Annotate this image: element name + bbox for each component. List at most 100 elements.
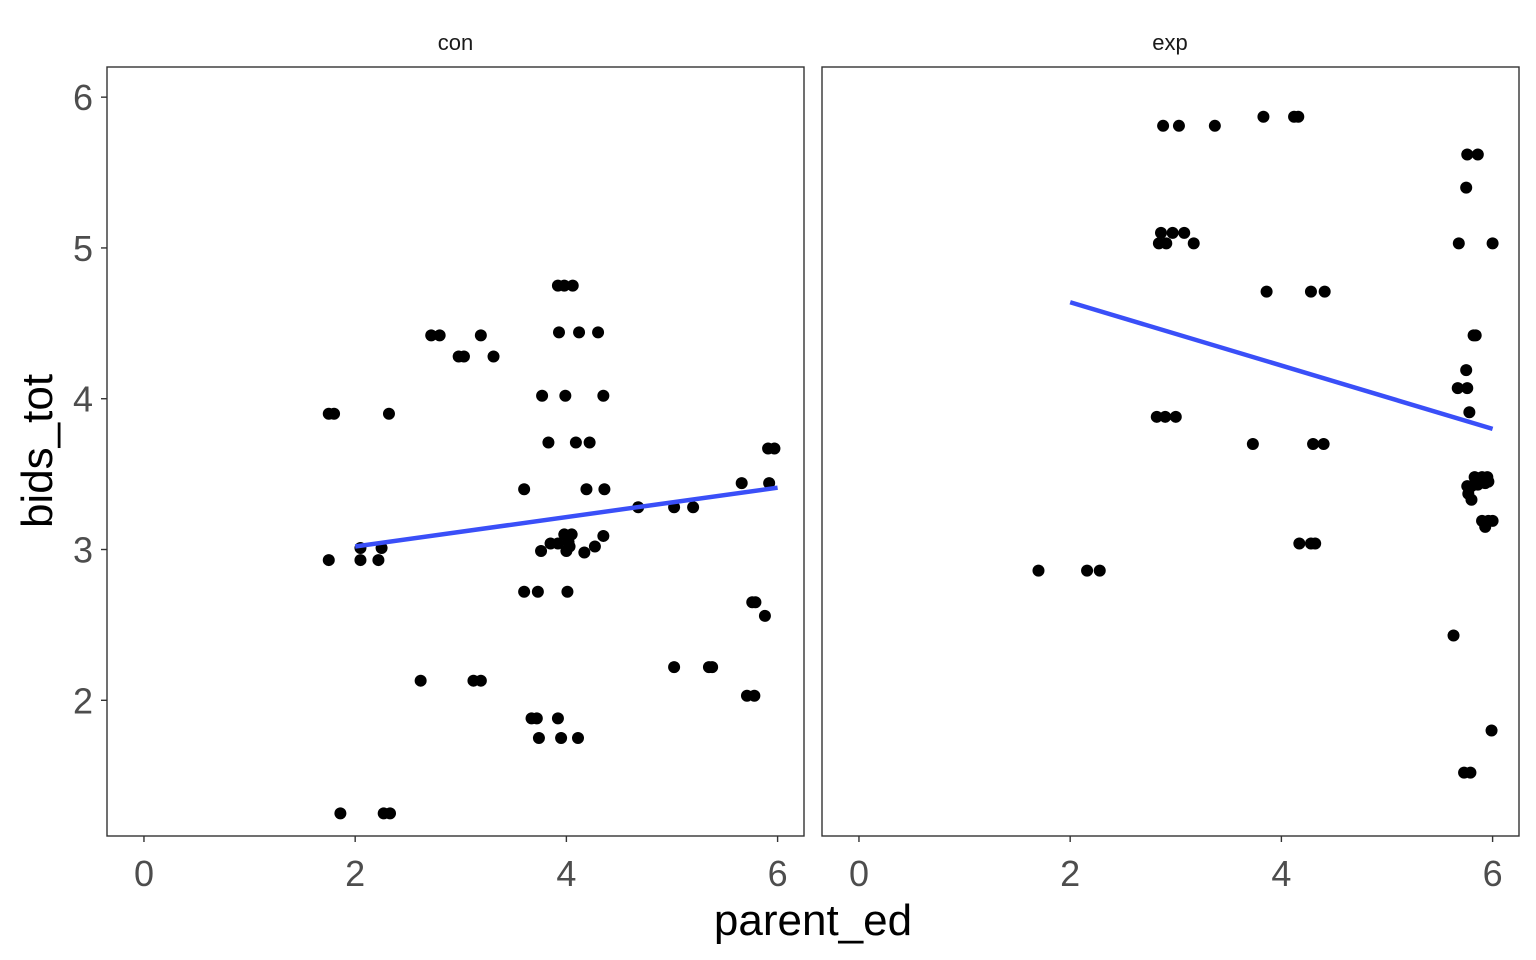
data-point bbox=[1485, 724, 1498, 737]
data-point bbox=[425, 329, 438, 342]
data-point bbox=[1166, 226, 1179, 239]
panel-border-con bbox=[106, 66, 805, 837]
data-point bbox=[1460, 364, 1473, 377]
x-tick-label: 0 bbox=[134, 853, 154, 894]
data-point bbox=[382, 407, 395, 420]
x-tick-label: 6 bbox=[768, 853, 788, 894]
data-point bbox=[1208, 119, 1221, 132]
data-point bbox=[569, 436, 582, 449]
data-point bbox=[474, 329, 487, 342]
data-point bbox=[768, 442, 781, 455]
data-point bbox=[1307, 437, 1320, 450]
data-point bbox=[597, 389, 610, 402]
y-tick-label: 2 bbox=[73, 680, 93, 721]
data-point bbox=[763, 477, 776, 490]
data-point bbox=[487, 350, 500, 363]
data-point bbox=[328, 407, 341, 420]
points-exp bbox=[1032, 110, 1499, 779]
data-point bbox=[668, 661, 681, 674]
data-point bbox=[758, 609, 771, 622]
data-point bbox=[1451, 382, 1464, 395]
data-point bbox=[1260, 285, 1273, 298]
data-point bbox=[1464, 766, 1477, 779]
data-point bbox=[598, 483, 611, 496]
data-point bbox=[542, 436, 555, 449]
x-axis-exp: 0 2 4 6 bbox=[849, 836, 1503, 894]
data-point bbox=[551, 537, 564, 550]
data-point bbox=[1461, 382, 1474, 395]
data-point bbox=[583, 436, 596, 449]
data-point bbox=[559, 389, 572, 402]
facet-panel-exp: exp 0 2 4 6 bbox=[821, 30, 1520, 894]
data-point bbox=[1292, 110, 1305, 123]
data-point bbox=[457, 350, 470, 363]
data-point bbox=[555, 731, 568, 744]
data-point bbox=[372, 554, 385, 567]
data-point bbox=[1317, 437, 1330, 450]
panel-border-exp bbox=[821, 66, 1520, 837]
data-point bbox=[1452, 237, 1465, 250]
data-point bbox=[706, 661, 719, 674]
data-point bbox=[563, 540, 576, 553]
x-tick-label: 2 bbox=[1060, 853, 1080, 894]
x-tick-label: 4 bbox=[556, 853, 576, 894]
data-point bbox=[532, 731, 545, 744]
data-point bbox=[1159, 410, 1172, 423]
y-tick-label: 6 bbox=[73, 77, 93, 118]
data-point bbox=[322, 554, 335, 567]
data-point bbox=[565, 528, 578, 541]
points-con bbox=[322, 279, 781, 820]
data-point bbox=[474, 674, 487, 687]
data-point bbox=[1172, 119, 1185, 132]
data-point bbox=[1460, 181, 1473, 194]
data-point bbox=[1257, 110, 1270, 123]
data-point bbox=[433, 329, 446, 342]
data-point bbox=[1469, 329, 1482, 342]
data-point bbox=[1309, 537, 1322, 550]
data-point bbox=[1081, 564, 1094, 577]
facet-panel-con: con 0 2 4 6 bbox=[106, 30, 805, 894]
trend-line-exp bbox=[1069, 300, 1494, 432]
facet-strip-label-exp: exp bbox=[1152, 30, 1187, 55]
data-point bbox=[1157, 119, 1170, 132]
data-point bbox=[1093, 564, 1106, 577]
data-point bbox=[354, 554, 367, 567]
data-point bbox=[580, 483, 593, 496]
x-tick-label: 0 bbox=[849, 853, 869, 894]
data-point bbox=[1187, 237, 1200, 250]
data-point bbox=[1486, 237, 1499, 250]
data-point bbox=[735, 477, 748, 490]
data-point bbox=[1486, 514, 1499, 527]
data-point bbox=[558, 279, 571, 292]
data-point bbox=[748, 689, 761, 702]
y-tick-label: 4 bbox=[73, 379, 93, 420]
data-point bbox=[749, 596, 762, 609]
x-axis-title: parent_ed bbox=[714, 896, 912, 945]
data-point bbox=[1304, 285, 1317, 298]
x-tick-label: 4 bbox=[1271, 853, 1291, 894]
data-point bbox=[592, 326, 605, 339]
data-point bbox=[1160, 237, 1173, 250]
data-point bbox=[1463, 406, 1476, 419]
y-tick-label: 5 bbox=[73, 228, 93, 269]
data-point bbox=[578, 546, 591, 559]
data-point bbox=[687, 501, 700, 514]
data-point bbox=[573, 326, 586, 339]
data-point bbox=[1032, 564, 1045, 577]
facet-strip-label-con: con bbox=[438, 30, 473, 55]
data-point bbox=[535, 545, 548, 558]
data-point bbox=[1154, 226, 1167, 239]
data-point bbox=[588, 540, 601, 553]
data-point bbox=[1169, 410, 1182, 423]
data-point bbox=[536, 389, 549, 402]
data-point bbox=[1471, 148, 1484, 161]
data-point bbox=[518, 585, 531, 598]
x-tick-label: 2 bbox=[345, 853, 365, 894]
data-point bbox=[597, 529, 610, 542]
data-point bbox=[384, 807, 397, 820]
data-point bbox=[1178, 226, 1191, 239]
data-point bbox=[561, 585, 574, 598]
data-point bbox=[572, 731, 585, 744]
data-point bbox=[552, 326, 565, 339]
